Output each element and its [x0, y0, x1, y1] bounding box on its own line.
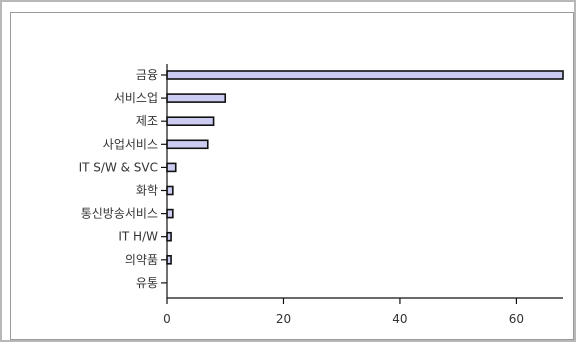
bar-8 [166, 255, 172, 265]
bar-0 [166, 70, 564, 80]
bar-3 [166, 139, 209, 150]
bar-6 [166, 208, 174, 219]
bar-1 [166, 93, 227, 103]
bars-layer [166, 70, 564, 265]
category-label-1: 서비스업 [114, 91, 158, 105]
category-label-2: 제조 [136, 114, 158, 128]
bar-4 [166, 162, 177, 173]
category-label-6: 통신방송서비스 [81, 207, 158, 221]
category-label-7: IT H/W [118, 230, 158, 244]
x-tick-label-1: 20 [276, 312, 291, 326]
category-label-3: 사업서비스 [103, 137, 158, 151]
bar-7 [166, 231, 172, 242]
x-tick-label-3: 60 [509, 312, 524, 326]
bar-5 [166, 185, 174, 196]
x-tick-label-0: 0 [163, 312, 171, 326]
category-label-9: 유통 [136, 276, 158, 290]
axes-layer [161, 64, 563, 304]
category-label-8: 의약품 [125, 252, 158, 267]
bar-2 [166, 116, 215, 126]
category-label-4: IT S/W & SVC [79, 160, 158, 174]
category-label-5: 화학 [136, 184, 158, 198]
category-label-0: 금융 [136, 68, 158, 82]
x-tick-label-2: 40 [392, 312, 407, 326]
chart-frame-inner [10, 12, 574, 340]
